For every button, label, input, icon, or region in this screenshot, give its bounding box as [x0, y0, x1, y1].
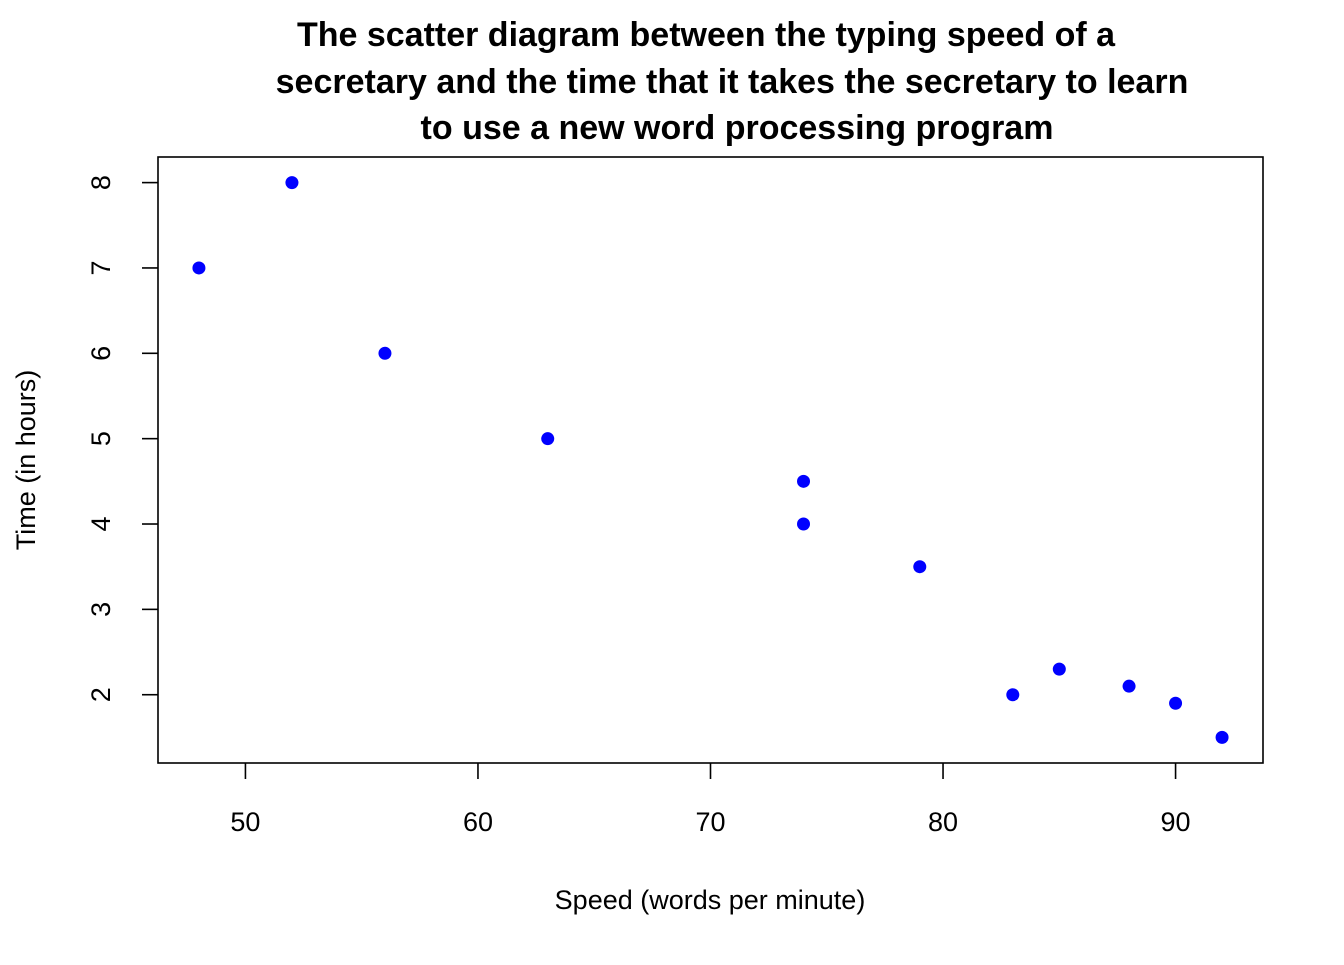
chart-title-line-2: secretary and the time that it takes the… — [276, 63, 1189, 101]
data-points — [192, 176, 1229, 744]
y-axis-label: Time (in hours) — [11, 370, 41, 551]
y-tick-label: 7 — [86, 260, 116, 275]
x-axis: 50 60 70 80 90 — [230, 763, 1191, 837]
data-point — [285, 176, 299, 190]
data-point — [541, 432, 555, 446]
data-point — [797, 517, 811, 531]
data-point — [192, 261, 206, 275]
plot-frame — [157, 156, 1264, 764]
data-point — [797, 474, 811, 488]
chart-title: The scatter diagram between the typing s… — [276, 16, 1189, 147]
data-point — [1169, 696, 1183, 710]
y-tick-label: 2 — [86, 687, 116, 702]
x-axis-label: Speed (words per minute) — [555, 885, 866, 915]
data-point — [378, 346, 392, 360]
x-tick-label: 60 — [463, 807, 493, 837]
data-point — [913, 560, 927, 574]
data-point — [1215, 730, 1229, 744]
chart-title-line-3: to use a new word processing program — [421, 109, 1054, 147]
data-point — [1122, 679, 1136, 693]
x-tick-label: 50 — [230, 807, 260, 837]
y-axis: 2 3 4 5 6 7 8 — [86, 175, 158, 702]
y-tick-label: 3 — [86, 602, 116, 617]
data-point — [1006, 688, 1020, 702]
x-tick-label: 70 — [695, 807, 725, 837]
y-tick-label: 8 — [86, 175, 116, 190]
data-point — [1052, 662, 1066, 676]
x-tick-label: 80 — [928, 807, 958, 837]
x-tick-label: 90 — [1161, 807, 1191, 837]
chart-title-line-1: The scatter diagram between the typing s… — [297, 16, 1116, 54]
y-tick-label: 4 — [86, 516, 116, 531]
y-tick-label: 5 — [86, 431, 116, 446]
y-tick-label: 6 — [86, 346, 116, 361]
